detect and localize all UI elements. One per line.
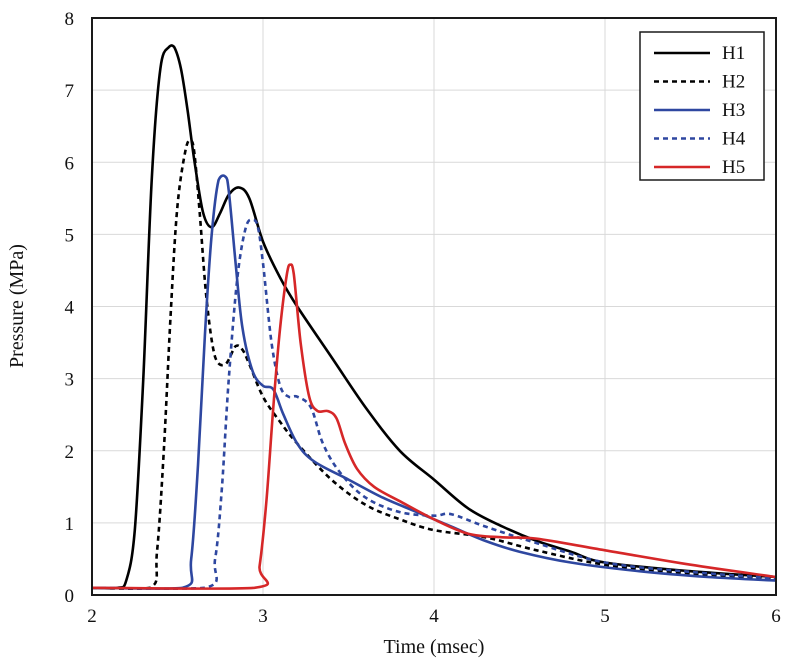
x-tick-label: 5	[600, 606, 610, 627]
x-tick-label: 2	[87, 606, 97, 627]
plot-area-frame	[91, 17, 777, 596]
legend-label-h4: H4	[722, 129, 746, 150]
series-line-h3	[91, 174, 777, 590]
legend-label-h5: H5	[722, 157, 745, 178]
legend-box	[639, 31, 765, 181]
x-tick-label: 6	[771, 606, 781, 627]
x-tick-labels: 2 3 4 5 6	[87, 606, 781, 627]
series-line-h5	[91, 263, 777, 590]
y-tick-label: 0	[65, 586, 75, 607]
legend-label-h1: H1	[722, 43, 745, 64]
legend-label-h2: H2	[722, 72, 745, 93]
x-tick-label: 4	[429, 606, 439, 627]
y-tick-label: 5	[65, 225, 75, 246]
y-tick-label: 7	[65, 81, 75, 102]
y-tick-labels: 0 1 2 3 4 5 6 7 8	[65, 9, 75, 607]
series-lines	[91, 44, 777, 590]
y-tick-label: 8	[65, 9, 75, 30]
legend-label-h3: H3	[722, 100, 745, 121]
y-axis-title: Pressure (MPa)	[6, 244, 28, 368]
y-tick-label: 2	[65, 442, 75, 463]
x-tick-label: 3	[258, 606, 268, 627]
y-tick-label: 3	[65, 370, 75, 391]
y-tick-label: 4	[65, 298, 75, 319]
y-tick-label: 1	[65, 514, 75, 535]
x-axis-title: Time (msec)	[384, 636, 485, 658]
y-tick-label: 6	[65, 153, 75, 174]
legend: H1 H2 H3 H4 H5	[639, 31, 765, 181]
series-line-h4	[91, 218, 777, 590]
